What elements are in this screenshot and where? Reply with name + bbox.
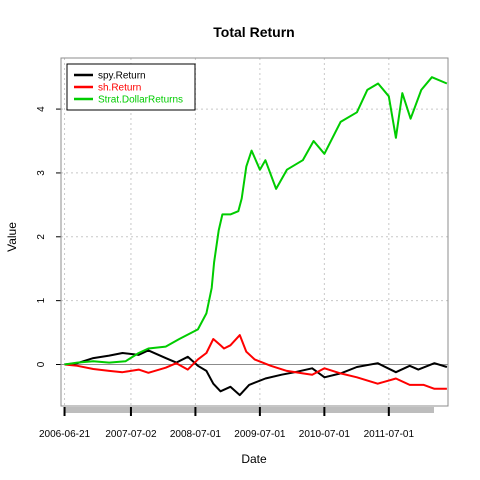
x-tick-label: 2008-07-01	[170, 429, 222, 440]
x-axis-label: Date	[241, 452, 267, 466]
y-tick-label: 0	[36, 361, 47, 367]
y-tick-label: 4	[36, 106, 47, 112]
legend-label: Strat.DollarReturns	[98, 95, 183, 106]
x-minor-tick-band	[64, 407, 435, 413]
chart-title: Total Return	[213, 24, 294, 40]
x-tick-label: 2010-07-01	[299, 429, 351, 440]
series-lines	[64, 76, 448, 397]
x-tick-label: 2009-07-01	[234, 429, 286, 440]
plot-frame	[60, 57, 449, 407]
legend-label: sh.Return	[98, 83, 141, 94]
x-tick-label: 2006-06-21	[39, 429, 91, 440]
series-line-3	[64, 76, 448, 366]
axes: 2006-06-21 2007-07-02 2008-07-01 2009-07-01…	[36, 106, 435, 440]
y-tick-label: 2	[36, 234, 47, 240]
x-tick-label: 2011-07-01	[364, 429, 415, 440]
y-tick-label: 3	[36, 170, 47, 176]
series-line-2	[64, 334, 447, 390]
y-axis-label: Value	[5, 222, 19, 252]
grid	[61, 58, 448, 406]
x-tick-label: 2007-07-02	[105, 429, 157, 440]
y-tick-label: 1	[36, 297, 47, 303]
legend-label: spy.Return	[98, 71, 146, 82]
